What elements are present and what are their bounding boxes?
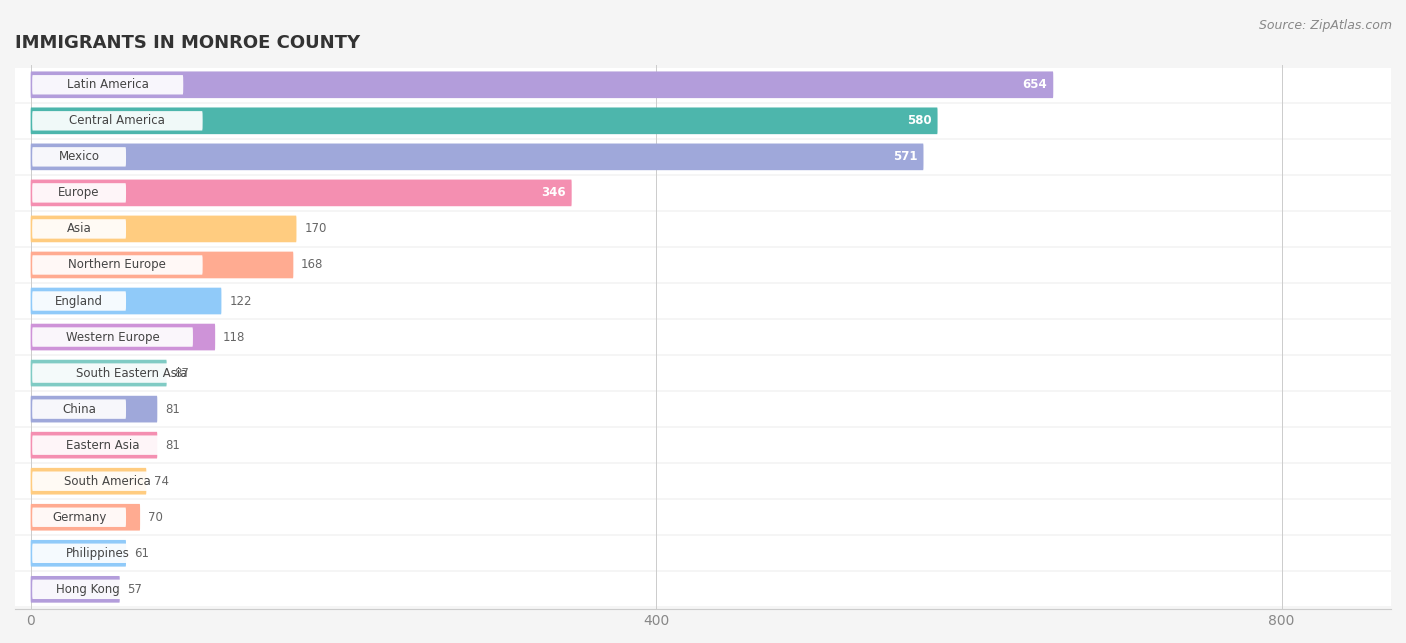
Bar xyxy=(15,248,1391,282)
FancyBboxPatch shape xyxy=(32,435,173,455)
Bar xyxy=(15,428,1391,462)
Text: South America: South America xyxy=(65,475,150,487)
Text: Eastern Asia: Eastern Asia xyxy=(66,439,139,451)
Bar xyxy=(15,320,1391,354)
FancyBboxPatch shape xyxy=(31,287,221,314)
Text: Northern Europe: Northern Europe xyxy=(69,258,166,271)
Text: 81: 81 xyxy=(165,403,180,415)
Text: 346: 346 xyxy=(541,186,565,199)
FancyBboxPatch shape xyxy=(32,255,202,275)
FancyBboxPatch shape xyxy=(31,215,297,242)
Bar xyxy=(15,68,1391,102)
Bar xyxy=(15,212,1391,246)
Text: Asia: Asia xyxy=(66,222,91,235)
FancyBboxPatch shape xyxy=(31,323,215,350)
FancyBboxPatch shape xyxy=(31,576,120,602)
Text: Germany: Germany xyxy=(52,511,107,524)
Bar xyxy=(15,464,1391,498)
Text: Source: ZipAtlas.com: Source: ZipAtlas.com xyxy=(1258,19,1392,32)
Text: China: China xyxy=(62,403,96,415)
Bar xyxy=(15,392,1391,426)
Bar xyxy=(15,500,1391,534)
Text: Mexico: Mexico xyxy=(59,150,100,163)
Text: 61: 61 xyxy=(134,547,149,560)
FancyBboxPatch shape xyxy=(32,471,183,491)
FancyBboxPatch shape xyxy=(31,540,127,566)
Text: 57: 57 xyxy=(128,583,142,596)
FancyBboxPatch shape xyxy=(31,468,146,494)
Text: Central America: Central America xyxy=(69,114,166,127)
Text: 81: 81 xyxy=(165,439,180,451)
Bar xyxy=(15,284,1391,318)
Bar xyxy=(15,536,1391,570)
Text: Europe: Europe xyxy=(59,186,100,199)
FancyBboxPatch shape xyxy=(31,107,938,134)
FancyBboxPatch shape xyxy=(31,71,1053,98)
FancyBboxPatch shape xyxy=(32,363,232,383)
Bar xyxy=(15,572,1391,606)
Text: 168: 168 xyxy=(301,258,323,271)
FancyBboxPatch shape xyxy=(32,111,202,131)
FancyBboxPatch shape xyxy=(31,432,157,458)
Text: 87: 87 xyxy=(174,367,190,379)
FancyBboxPatch shape xyxy=(32,183,127,203)
Text: England: England xyxy=(55,294,103,307)
FancyBboxPatch shape xyxy=(31,251,294,278)
Bar xyxy=(15,356,1391,390)
FancyBboxPatch shape xyxy=(32,399,127,419)
Bar xyxy=(15,140,1391,174)
Text: 118: 118 xyxy=(224,331,245,343)
FancyBboxPatch shape xyxy=(32,543,165,563)
Text: Latin America: Latin America xyxy=(67,78,149,91)
FancyBboxPatch shape xyxy=(32,75,183,95)
Text: Hong Kong: Hong Kong xyxy=(56,583,120,596)
Text: 580: 580 xyxy=(907,114,931,127)
Bar xyxy=(15,176,1391,210)
Text: 571: 571 xyxy=(893,150,917,163)
FancyBboxPatch shape xyxy=(32,507,127,527)
Text: 654: 654 xyxy=(1022,78,1047,91)
Text: Philippines: Philippines xyxy=(66,547,129,560)
FancyBboxPatch shape xyxy=(32,219,127,239)
Text: 122: 122 xyxy=(229,294,252,307)
FancyBboxPatch shape xyxy=(32,579,145,599)
Bar xyxy=(15,104,1391,138)
FancyBboxPatch shape xyxy=(31,179,572,206)
Text: IMMIGRANTS IN MONROE COUNTY: IMMIGRANTS IN MONROE COUNTY xyxy=(15,34,360,52)
FancyBboxPatch shape xyxy=(31,504,141,530)
Text: 70: 70 xyxy=(148,511,163,524)
Text: South Eastern Asia: South Eastern Asia xyxy=(76,367,188,379)
Text: 74: 74 xyxy=(155,475,169,487)
FancyBboxPatch shape xyxy=(31,396,157,422)
Text: 170: 170 xyxy=(304,222,326,235)
FancyBboxPatch shape xyxy=(31,359,167,386)
FancyBboxPatch shape xyxy=(32,327,193,347)
FancyBboxPatch shape xyxy=(31,143,924,170)
Text: Western Europe: Western Europe xyxy=(66,331,159,343)
FancyBboxPatch shape xyxy=(32,147,127,167)
FancyBboxPatch shape xyxy=(32,291,127,311)
